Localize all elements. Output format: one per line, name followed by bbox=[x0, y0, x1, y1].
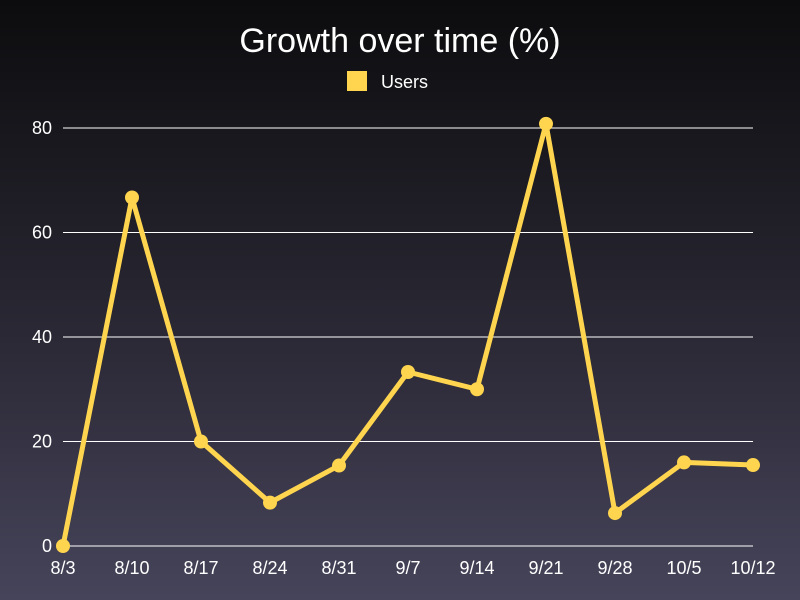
y-tick-label: 80 bbox=[32, 118, 52, 138]
series-line-users bbox=[60, 121, 756, 549]
legend-label-users: Users bbox=[381, 72, 428, 92]
x-tick-label: 10/12 bbox=[730, 558, 775, 578]
x-tick-label: 8/3 bbox=[50, 558, 75, 578]
y-axis: 0 20 40 60 80 bbox=[32, 118, 52, 556]
data-point-9-21 bbox=[539, 116, 553, 131]
x-tick-label: 8/31 bbox=[321, 558, 356, 578]
y-tick-label: 60 bbox=[32, 223, 52, 243]
data-point-8-24 bbox=[263, 495, 277, 510]
gridlines bbox=[63, 127, 753, 547]
x-tick-label: 8/10 bbox=[114, 558, 149, 578]
x-tick-label: 9/14 bbox=[459, 558, 494, 578]
series-users bbox=[56, 116, 760, 553]
data-point-8-3 bbox=[56, 539, 70, 553]
data-point-9-14 bbox=[470, 382, 484, 397]
y-tick-label: 40 bbox=[32, 327, 52, 347]
y-tick-label: 20 bbox=[32, 432, 52, 452]
chart-title: Growth over time (%) bbox=[239, 22, 560, 60]
x-tick-label: 10/5 bbox=[666, 558, 701, 578]
data-point-10-5 bbox=[677, 455, 691, 470]
x-axis: 8/3 8/10 8/17 8/24 8/31 9/7 9/14 9/21 9/28 10/5 10… bbox=[50, 558, 775, 578]
x-tick-label: 8/24 bbox=[252, 558, 287, 578]
x-tick-label: 9/7 bbox=[395, 558, 420, 578]
x-tick-label: 8/17 bbox=[183, 558, 218, 578]
data-point-8-10 bbox=[125, 190, 139, 205]
data-point-10-12 bbox=[746, 458, 760, 473]
data-point-8-31 bbox=[332, 458, 346, 473]
legend-swatch-users bbox=[347, 71, 367, 91]
data-point-8-17 bbox=[194, 434, 208, 449]
data-point-9-28 bbox=[608, 506, 622, 521]
y-tick-label: 0 bbox=[42, 536, 52, 556]
x-tick-label: 9/28 bbox=[597, 558, 632, 578]
legend: Users bbox=[347, 71, 428, 92]
data-point-9-7 bbox=[401, 365, 415, 380]
x-tick-label: 9/21 bbox=[528, 558, 563, 578]
